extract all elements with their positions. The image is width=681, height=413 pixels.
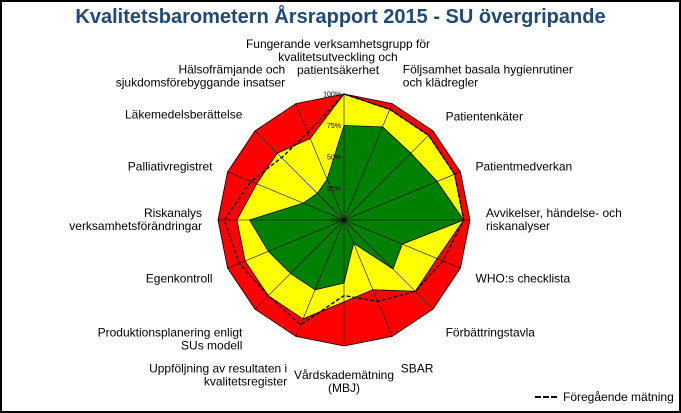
category-label-line: Palliativregistret	[128, 160, 213, 174]
spoke-line	[227, 219, 345, 269]
category-label-line: Patientenkäter	[446, 109, 523, 123]
scale-tick-label: 0%	[331, 218, 341, 225]
legend-dashed-line	[535, 396, 557, 398]
legend: Föregående mätning	[535, 390, 674, 404]
category-label-line: Fungerande verksamhetsgrupp för	[246, 37, 430, 51]
category-label: WHO:s checklista	[476, 271, 571, 285]
category-label: Läkemedelsberättelse	[125, 107, 243, 121]
spoke-line	[295, 103, 345, 221]
spoke-line	[343, 219, 393, 337]
category-label-line: kvalitetsutveckling och	[278, 50, 397, 64]
category-label: Fungerande verksamhetsgrupp för kvalitets…	[246, 37, 430, 77]
category-label-line: Förbättringstavla	[446, 326, 536, 340]
spoke-line	[254, 130, 345, 221]
category-label-line: Egenkontroll	[146, 271, 213, 285]
category-label-line: Patientmedverkan	[476, 160, 573, 174]
category-label: Egenkontroll	[146, 271, 213, 285]
category-label-line: verksamhetsförändringar	[69, 219, 202, 233]
category-label: SBAR	[401, 362, 434, 376]
category-label: Förbättringstavla	[446, 326, 536, 340]
spoke-line	[227, 171, 345, 221]
legend-label-previous: Föregående mätning	[563, 390, 674, 404]
category-label: Produktionsplanering enligt SUs modell	[98, 326, 243, 353]
category-label-line: Riskanalys	[144, 206, 202, 220]
scale-tick-label: 50%	[327, 155, 341, 162]
scale-tick-label: 75%	[327, 123, 341, 130]
spoke-line	[343, 219, 461, 269]
category-label: Avvikelser, händelse- och riskanalyser	[486, 206, 622, 233]
category-label-line: sjukdomsförebyggande insatser	[116, 76, 285, 90]
category-label: Uppföljning av resultaten i kvalitetsregi…	[149, 362, 287, 389]
category-label-line: kvalitetsregister	[204, 375, 287, 389]
category-label: Patientmedverkan	[476, 160, 573, 174]
category-label-line: Läkemedelsberättelse	[125, 107, 243, 121]
category-label: Patientenkäter	[446, 109, 523, 123]
chart-title: Kvalitetsbarometern Årsrapport 2015 - SU…	[75, 6, 606, 28]
previous-series-line	[223, 93, 465, 326]
spoke-line	[343, 171, 461, 221]
spoke-line	[295, 219, 345, 337]
category-label: Hälsofrämjande och sjukdomsförebyggande i…	[116, 63, 285, 90]
category-label-line: SBAR	[401, 362, 434, 376]
category-label-line: WHO:s checklista	[476, 271, 571, 285]
category-label-line: Följsamhet basala hygienrutiner	[403, 63, 573, 77]
scale-tick-label: 100%	[323, 92, 341, 99]
spoke-line	[343, 219, 434, 310]
category-label-line: riskanalyser	[486, 219, 550, 233]
category-label-line: (MBJ)	[328, 381, 360, 395]
category-label-line: Vårdskademätning	[294, 368, 394, 382]
category-label: Riskanalys verksamhetsförändringar	[69, 206, 202, 233]
spoke-line	[254, 219, 345, 310]
category-label-line: SUs modell	[181, 339, 242, 353]
category-label: Vårdskademätning (MBJ)	[294, 368, 394, 395]
category-label-line: Avvikelser, händelse- och	[486, 206, 622, 220]
category-label: Palliativregistret	[128, 160, 213, 174]
category-label-line: Uppföljning av resultaten i	[149, 362, 287, 376]
scale-tick-label: 25%	[327, 186, 341, 193]
category-label-line: och klädregler	[403, 76, 478, 90]
category-label-line: patientsäkerhet	[297, 63, 380, 77]
spoke-line	[343, 130, 434, 221]
category-label-line: Hälsofrämjande och	[178, 63, 285, 77]
category-label-line: Produktionsplanering enligt	[98, 326, 243, 340]
category-label: Följsamhet basala hygienrutiner och klädr…	[403, 63, 573, 90]
spoke-line	[343, 103, 393, 221]
